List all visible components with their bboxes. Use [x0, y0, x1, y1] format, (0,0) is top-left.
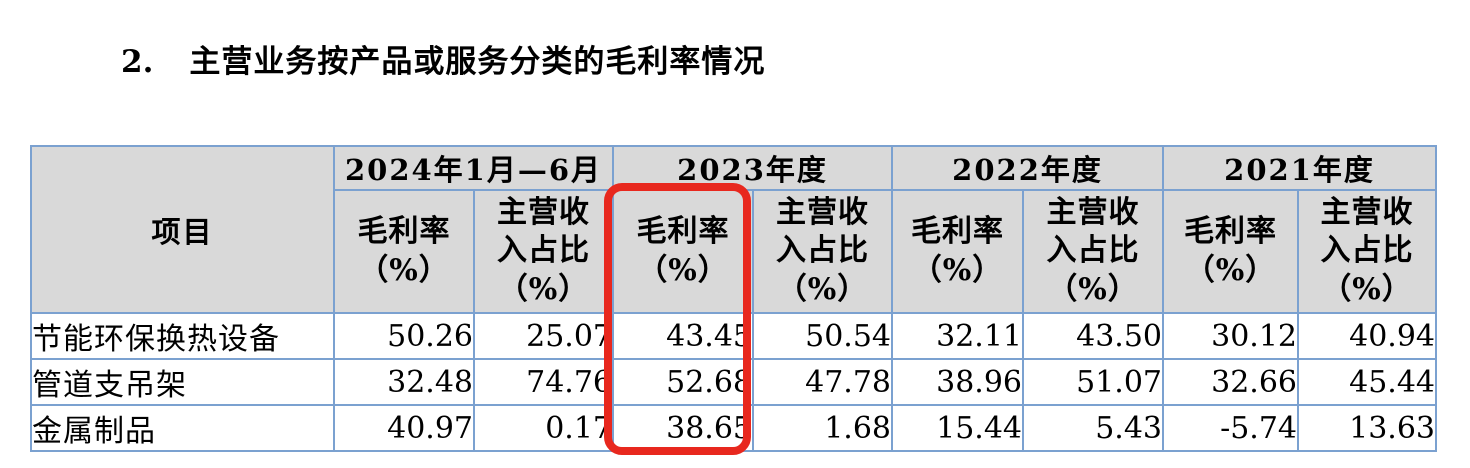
section-title-text: 主营业务按产品或服务分类的毛利率情况 [189, 44, 766, 80]
cell-2024h1-margin: 40.97 [333, 404, 475, 452]
cell-2022-share: 43.50 [1022, 312, 1165, 360]
cell-2023-margin: 52.68 [612, 358, 755, 406]
column-header-period-2024h1: 2024年1月—6月 [332, 145, 615, 191]
subheader-2022-gross-margin: 毛利率 （%） [891, 189, 1025, 314]
cell-2024h1-margin: 32.48 [333, 358, 475, 406]
table-row: 金属制品 40.97 0.17 38.65 1.68 15.44 5.43 -5… [30, 404, 1438, 452]
cell-2024h1-share: 25.07 [472, 312, 615, 360]
cell-2023-share: 1.68 [752, 404, 894, 452]
cell-2021-share: 45.44 [1297, 358, 1438, 406]
cell-2022-share: 5.43 [1022, 404, 1165, 452]
cell-2023-margin: 43.45 [612, 312, 755, 360]
row-label: 金属制品 [30, 404, 335, 452]
subheader-2023-revenue-share: 主营收 入占比 （%） [752, 189, 894, 314]
subheader-2023-gross-margin: 毛利率 （%） [612, 189, 755, 314]
section-title: 2. 主营业务按产品或服务分类的毛利率情况 [121, 36, 765, 81]
gross-margin-table: 项目 2024年1月—6月 2023年度 2022年度 2021年度 毛利率 （… [30, 145, 1438, 452]
row-label: 管道支吊架 [30, 358, 335, 406]
cell-2021-margin: 32.66 [1162, 358, 1300, 406]
cell-2023-share: 50.54 [752, 312, 894, 360]
table-row: 管道支吊架 32.48 74.76 52.68 47.78 38.96 51.0… [30, 358, 1438, 406]
subheader-2022-revenue-share: 主营收 入占比 （%） [1022, 189, 1165, 314]
column-header-item: 项目 [30, 145, 335, 314]
cell-2023-share: 47.78 [752, 358, 894, 406]
cell-2022-margin: 15.44 [891, 404, 1025, 452]
subheader-2021-revenue-share: 主营收 入占比 （%） [1297, 189, 1438, 314]
cell-2021-margin: -5.74 [1162, 404, 1300, 452]
cell-2021-share: 40.94 [1297, 312, 1438, 360]
cell-2024h1-share: 0.17 [472, 404, 615, 452]
subheader-2024h1-gross-margin: 毛利率 （%） [333, 189, 475, 314]
cell-2024h1-share: 74.76 [472, 358, 615, 406]
column-header-period-2021: 2021年度 [1162, 145, 1438, 191]
column-header-period-2022: 2022年度 [891, 145, 1165, 191]
cell-2021-margin: 30.12 [1162, 312, 1300, 360]
subheader-2024h1-revenue-share: 主营收 入占比 （%） [472, 189, 615, 314]
table-header-metric-row: 毛利率 （%） 主营收 入占比 （%） 毛利率 （%） 主营收 入占比 （%） … [31, 189, 1438, 314]
table-header-period-row: 项目 2024年1月—6月 2023年度 2022年度 2021年度 [30, 145, 1438, 314]
cell-2024h1-margin: 50.26 [333, 312, 475, 360]
cell-2022-margin: 32.11 [891, 312, 1025, 360]
cell-2022-margin: 38.96 [891, 358, 1025, 406]
row-label: 节能环保换热设备 [30, 312, 335, 360]
cell-2022-share: 51.07 [1022, 358, 1165, 406]
column-header-period-2023: 2023年度 [612, 145, 894, 191]
subheader-2021-gross-margin: 毛利率 （%） [1162, 189, 1300, 314]
table-row: 节能环保换热设备 50.26 25.07 43.45 50.54 32.11 4… [30, 312, 1438, 360]
section-number: 2. [121, 44, 154, 80]
cell-2023-margin: 38.65 [612, 404, 755, 452]
cell-2021-share: 13.63 [1297, 404, 1438, 452]
